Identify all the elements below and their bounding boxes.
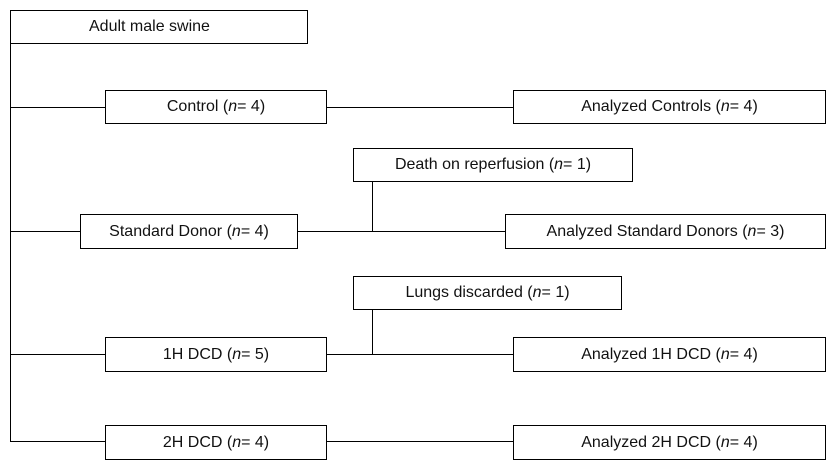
node-label: n — [747, 222, 757, 240]
node-label: = 3) — [756, 222, 785, 240]
node-box: Analyzed Controls (n = 4) — [513, 90, 826, 124]
node-label: Analyzed 1H DCD ( — [581, 345, 721, 363]
node-label: n — [231, 222, 241, 240]
node-box: 1H DCD (n = 5) — [105, 337, 327, 372]
node-label: Control ( — [166, 98, 229, 115]
node-box: Analyzed Standard Donors (n = 3) — [505, 214, 826, 249]
node-box: Standard Donor (n = 4) — [80, 214, 298, 249]
node-box: Analyzed 2H DCD (n = 4) — [513, 425, 826, 460]
node-label: 2H DCD ( — [162, 433, 233, 451]
node-label: Analyzed 2H DCD ( — [581, 433, 721, 451]
node-label: n — [554, 156, 564, 173]
node-label: n — [720, 98, 730, 115]
node-box: Death on reperfusion (n = 1) — [353, 148, 633, 182]
node-label: n — [232, 433, 242, 451]
node-label: n — [720, 345, 730, 363]
node-label: = 4) — [241, 433, 270, 451]
node-label: = 1) — [541, 284, 570, 301]
node-box: 2H DCD (n = 4) — [105, 425, 327, 460]
node-label: 1H DCD ( — [162, 345, 233, 363]
node-box: Analyzed 1H DCD (n = 4) — [513, 337, 826, 372]
node-label: = 4) — [729, 345, 758, 363]
node-label: = 4) — [240, 222, 269, 240]
node-label: = 4) — [729, 98, 758, 115]
node-label: n — [228, 98, 238, 115]
node-box: Adult male swine — [10, 10, 308, 44]
node-label: Analyzed Standard Donors ( — [546, 222, 748, 240]
node-label: = 1) — [563, 156, 592, 173]
node-label: n — [720, 433, 730, 451]
node-label: Lungs discarded ( — [405, 284, 533, 301]
node-label: Analyzed Controls ( — [581, 98, 721, 115]
node-label: Standard Donor ( — [109, 222, 232, 240]
node-label: = 5) — [241, 345, 270, 363]
node-label: = 4) — [237, 98, 266, 115]
node-label: = 4) — [729, 433, 758, 451]
node-label: Death on reperfusion ( — [394, 156, 555, 173]
node-box: Control (n = 4) — [105, 90, 327, 124]
node-box: Lungs discarded (n = 1) — [353, 276, 622, 310]
node-label: n — [232, 345, 242, 363]
node-label: n — [532, 284, 542, 301]
node-label: Adult male swine — [89, 18, 210, 35]
